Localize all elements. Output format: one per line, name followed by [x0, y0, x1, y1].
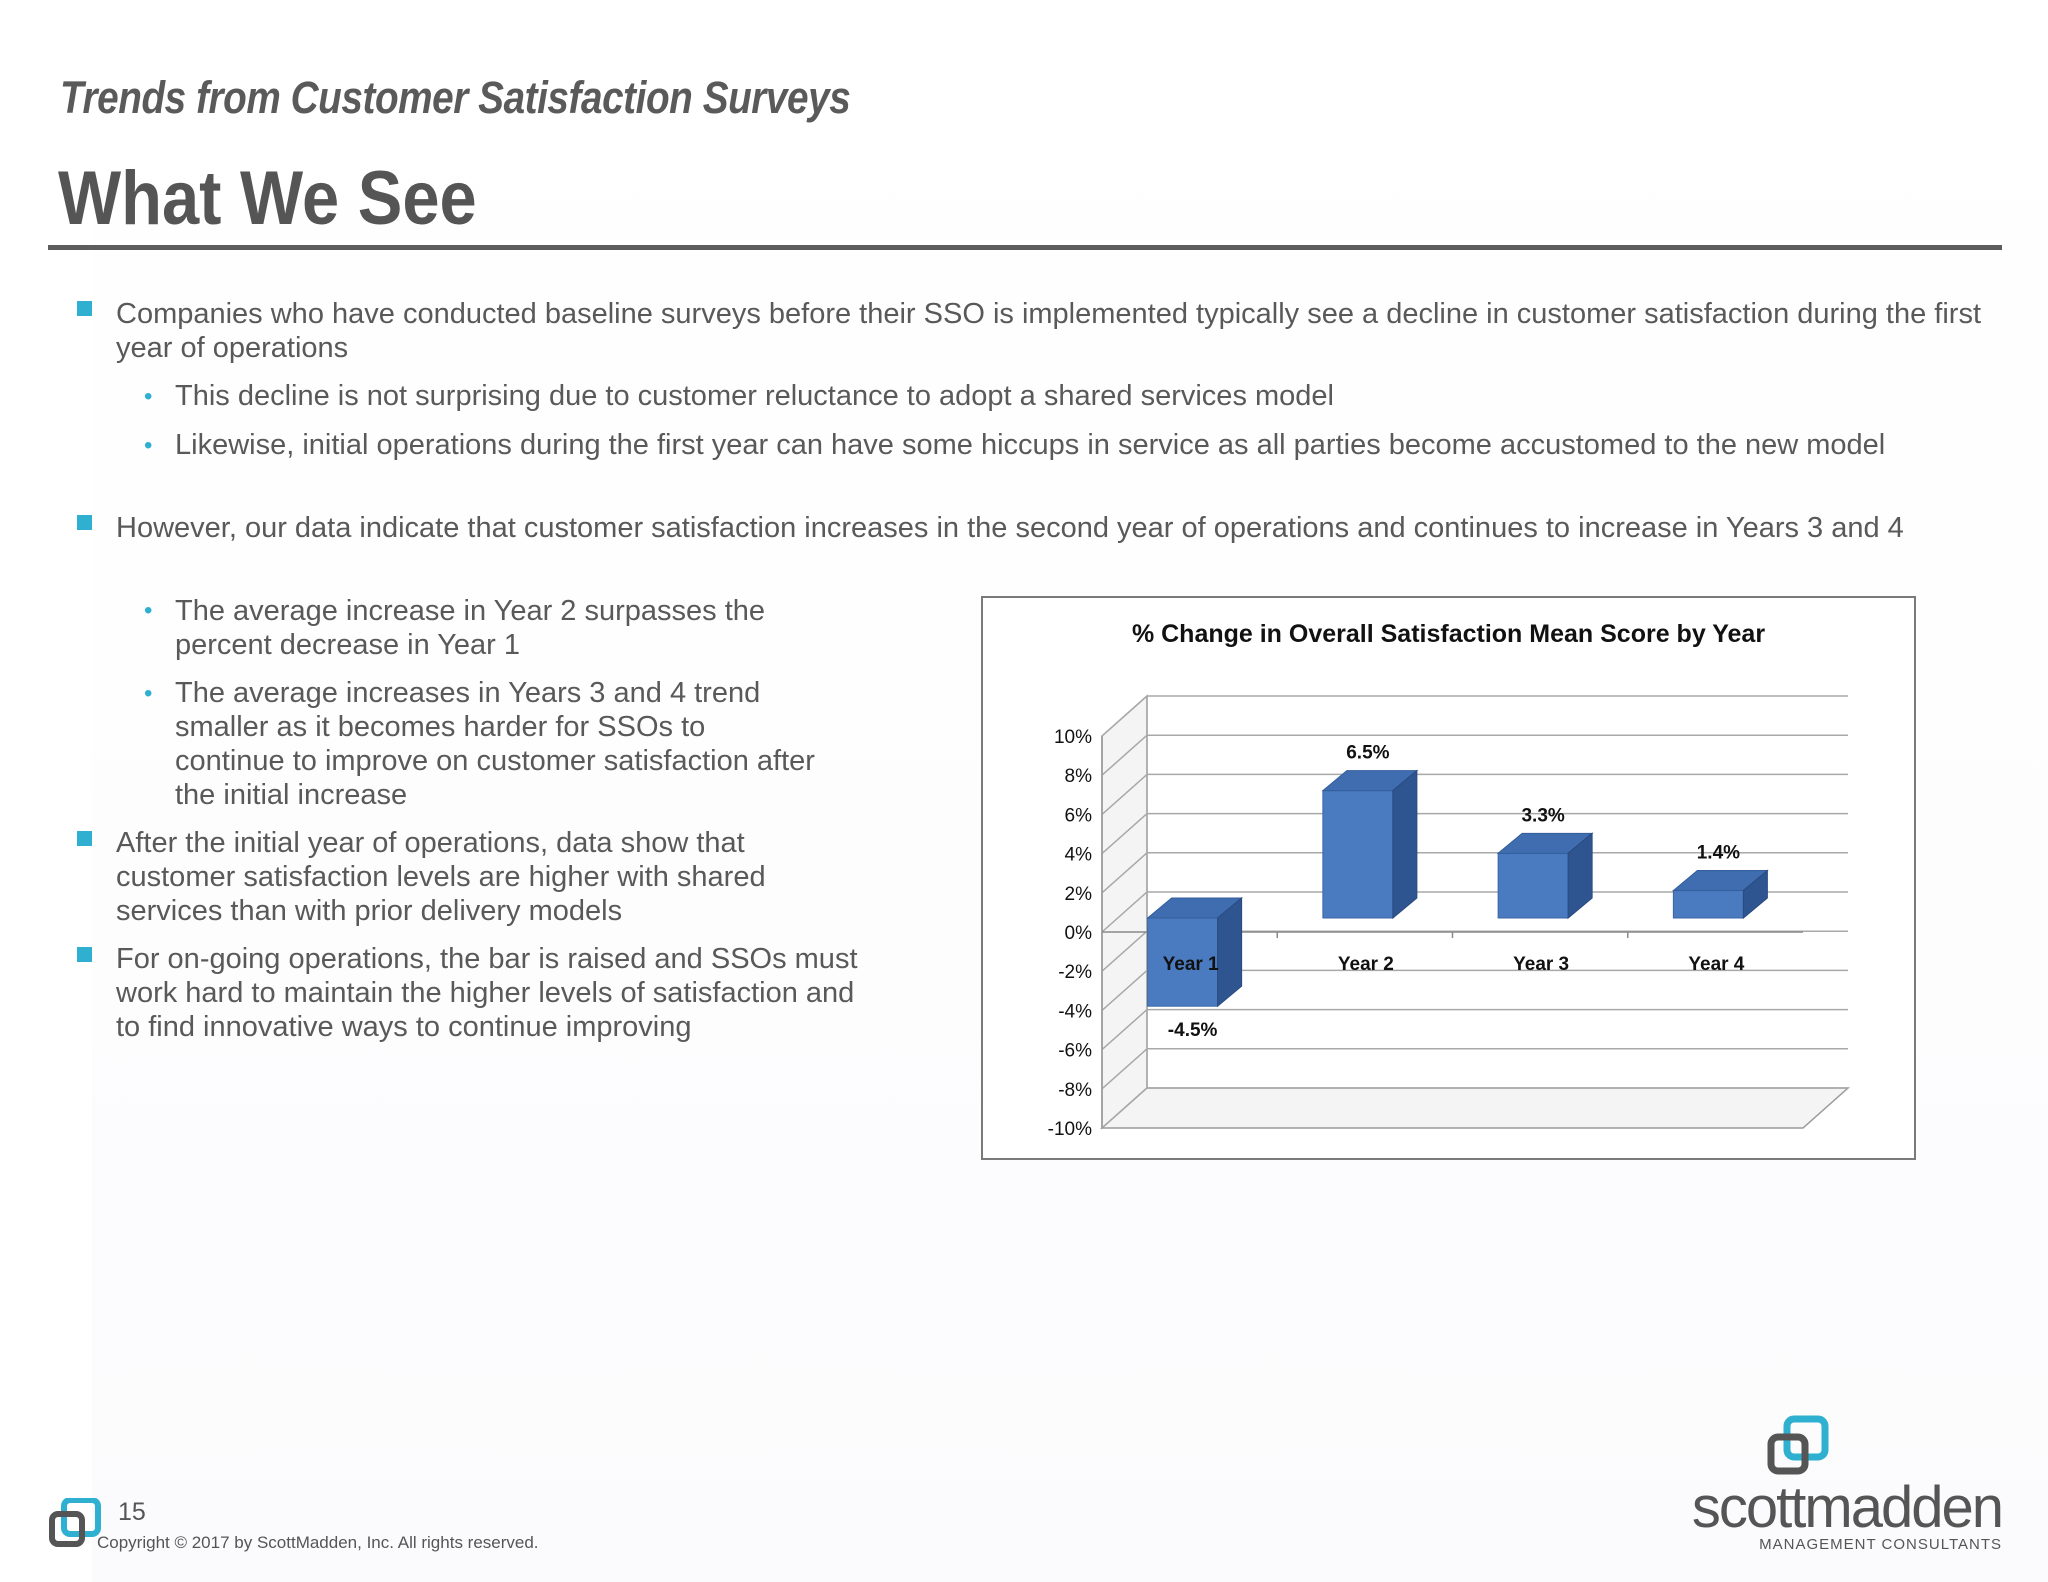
- page-number: 15: [118, 1498, 146, 1526]
- sub-bullet-text: The average increases in Years 3 and 4 t…: [175, 677, 815, 811]
- bullet-text: Companies who have conducted baseline su…: [116, 298, 1982, 364]
- bullet-text: After the initial year of operations, da…: [116, 827, 766, 927]
- bullet-text: However, our data indicate that customer…: [116, 512, 1904, 544]
- chart-data-label: 3.3%: [1521, 805, 1564, 826]
- chart-floor: [1100, 1087, 1850, 1129]
- chart-data-label: 1.4%: [1697, 843, 1740, 864]
- chart-bar: [1497, 852, 1569, 919]
- sub-bullet-text: This decline is not surprising due to cu…: [175, 380, 1334, 412]
- copyright-notice: Copyright © 2017 by ScottMadden, Inc. Al…: [97, 1533, 539, 1552]
- chart-y-tick-label: -8%: [1058, 1080, 1092, 1101]
- bullet-marker: [77, 515, 92, 530]
- chart-y-tick-label: 0%: [1065, 923, 1093, 944]
- chart-y-tick-label: -6%: [1058, 1041, 1092, 1062]
- chart-bar-side: [1567, 832, 1593, 920]
- chart-gridline: [1101, 695, 1848, 737]
- chart-y-tick-label: -2%: [1058, 962, 1092, 983]
- chart-bar: [1147, 917, 1219, 1007]
- sub-bullet-marker: •: [144, 432, 153, 459]
- chart-y-tick-label: 10%: [1054, 727, 1092, 748]
- chart-gridline: [1101, 930, 1848, 972]
- chart-gridline: [1101, 812, 1848, 855]
- chart-bar-side: [1217, 896, 1243, 1008]
- chart-bar-side: [1742, 869, 1768, 920]
- chart-gridline: [1101, 773, 1848, 815]
- chart-gridline: [1101, 1087, 1848, 1129]
- satisfaction-chart: 10% 8% 6% 4% 2% 0% -2% -4% -6% -8% -10% -4.5% Year 1…: [1048, 694, 1850, 1140]
- sub-bullet-text: The average increase in Year 2 surpasses…: [175, 595, 766, 661]
- brand-wordmark: scottmadden: [1691, 1475, 2004, 1540]
- chart-bar: [1322, 790, 1394, 919]
- brand-tagline: MANAGEMENT CONSULTANTS: [1759, 1536, 2002, 1553]
- title-divider: [48, 245, 2002, 250]
- chart-y-tick-label: 2%: [1065, 884, 1093, 905]
- slide-kicker: Trends from Customer Satisfaction Survey…: [60, 72, 851, 123]
- bullet-marker: [77, 947, 92, 962]
- chart-gridline: [1101, 1048, 1848, 1090]
- bullet-text: For on-going operations, the bar is rais…: [116, 943, 858, 1043]
- chart-bar-side: [1392, 769, 1418, 920]
- chart-y-tick-label: -10%: [1048, 1119, 1092, 1140]
- sub-bullet-marker: •: [144, 680, 153, 707]
- chart-bar: [1672, 890, 1744, 919]
- chart-data-label: -4.5%: [1168, 1020, 1218, 1041]
- scottmadden-logo-icon: [1767, 1415, 1829, 1475]
- chart-data-label: 6.5%: [1346, 743, 1389, 764]
- sub-bullet-marker: •: [144, 383, 153, 410]
- chart-gridline: [1101, 969, 1848, 1011]
- chart-title: % Change in Overall Satisfaction Mean Sc…: [1131, 620, 1766, 648]
- chart-y-tick-label: 4%: [1065, 845, 1093, 866]
- chart-y-tick-label: -4%: [1058, 1001, 1092, 1022]
- chart-y-tick-label: 8%: [1065, 766, 1093, 787]
- sub-bullet-marker: •: [144, 597, 153, 624]
- chart-gridline: [1101, 891, 1848, 933]
- bullet-marker: [77, 301, 92, 316]
- chart-y-tick-label: 6%: [1065, 805, 1093, 826]
- page-title: What We See: [58, 156, 477, 241]
- scottmadden-mark-icon: [49, 1498, 101, 1547]
- chart-gridline: [1101, 852, 1848, 894]
- chart-category-label: Year 1: [1163, 954, 1219, 975]
- chart-category-label: Year 3: [1513, 954, 1569, 975]
- chart-gridline: [1101, 734, 1848, 776]
- chart-category-label: Year 4: [1688, 954, 1744, 975]
- chart-category-label: Year 2: [1338, 954, 1394, 975]
- bullet-marker: [77, 831, 92, 846]
- chart-gridline: [1101, 1008, 1848, 1051]
- sub-bullet-text: Likewise, initial operations during the …: [175, 429, 1886, 461]
